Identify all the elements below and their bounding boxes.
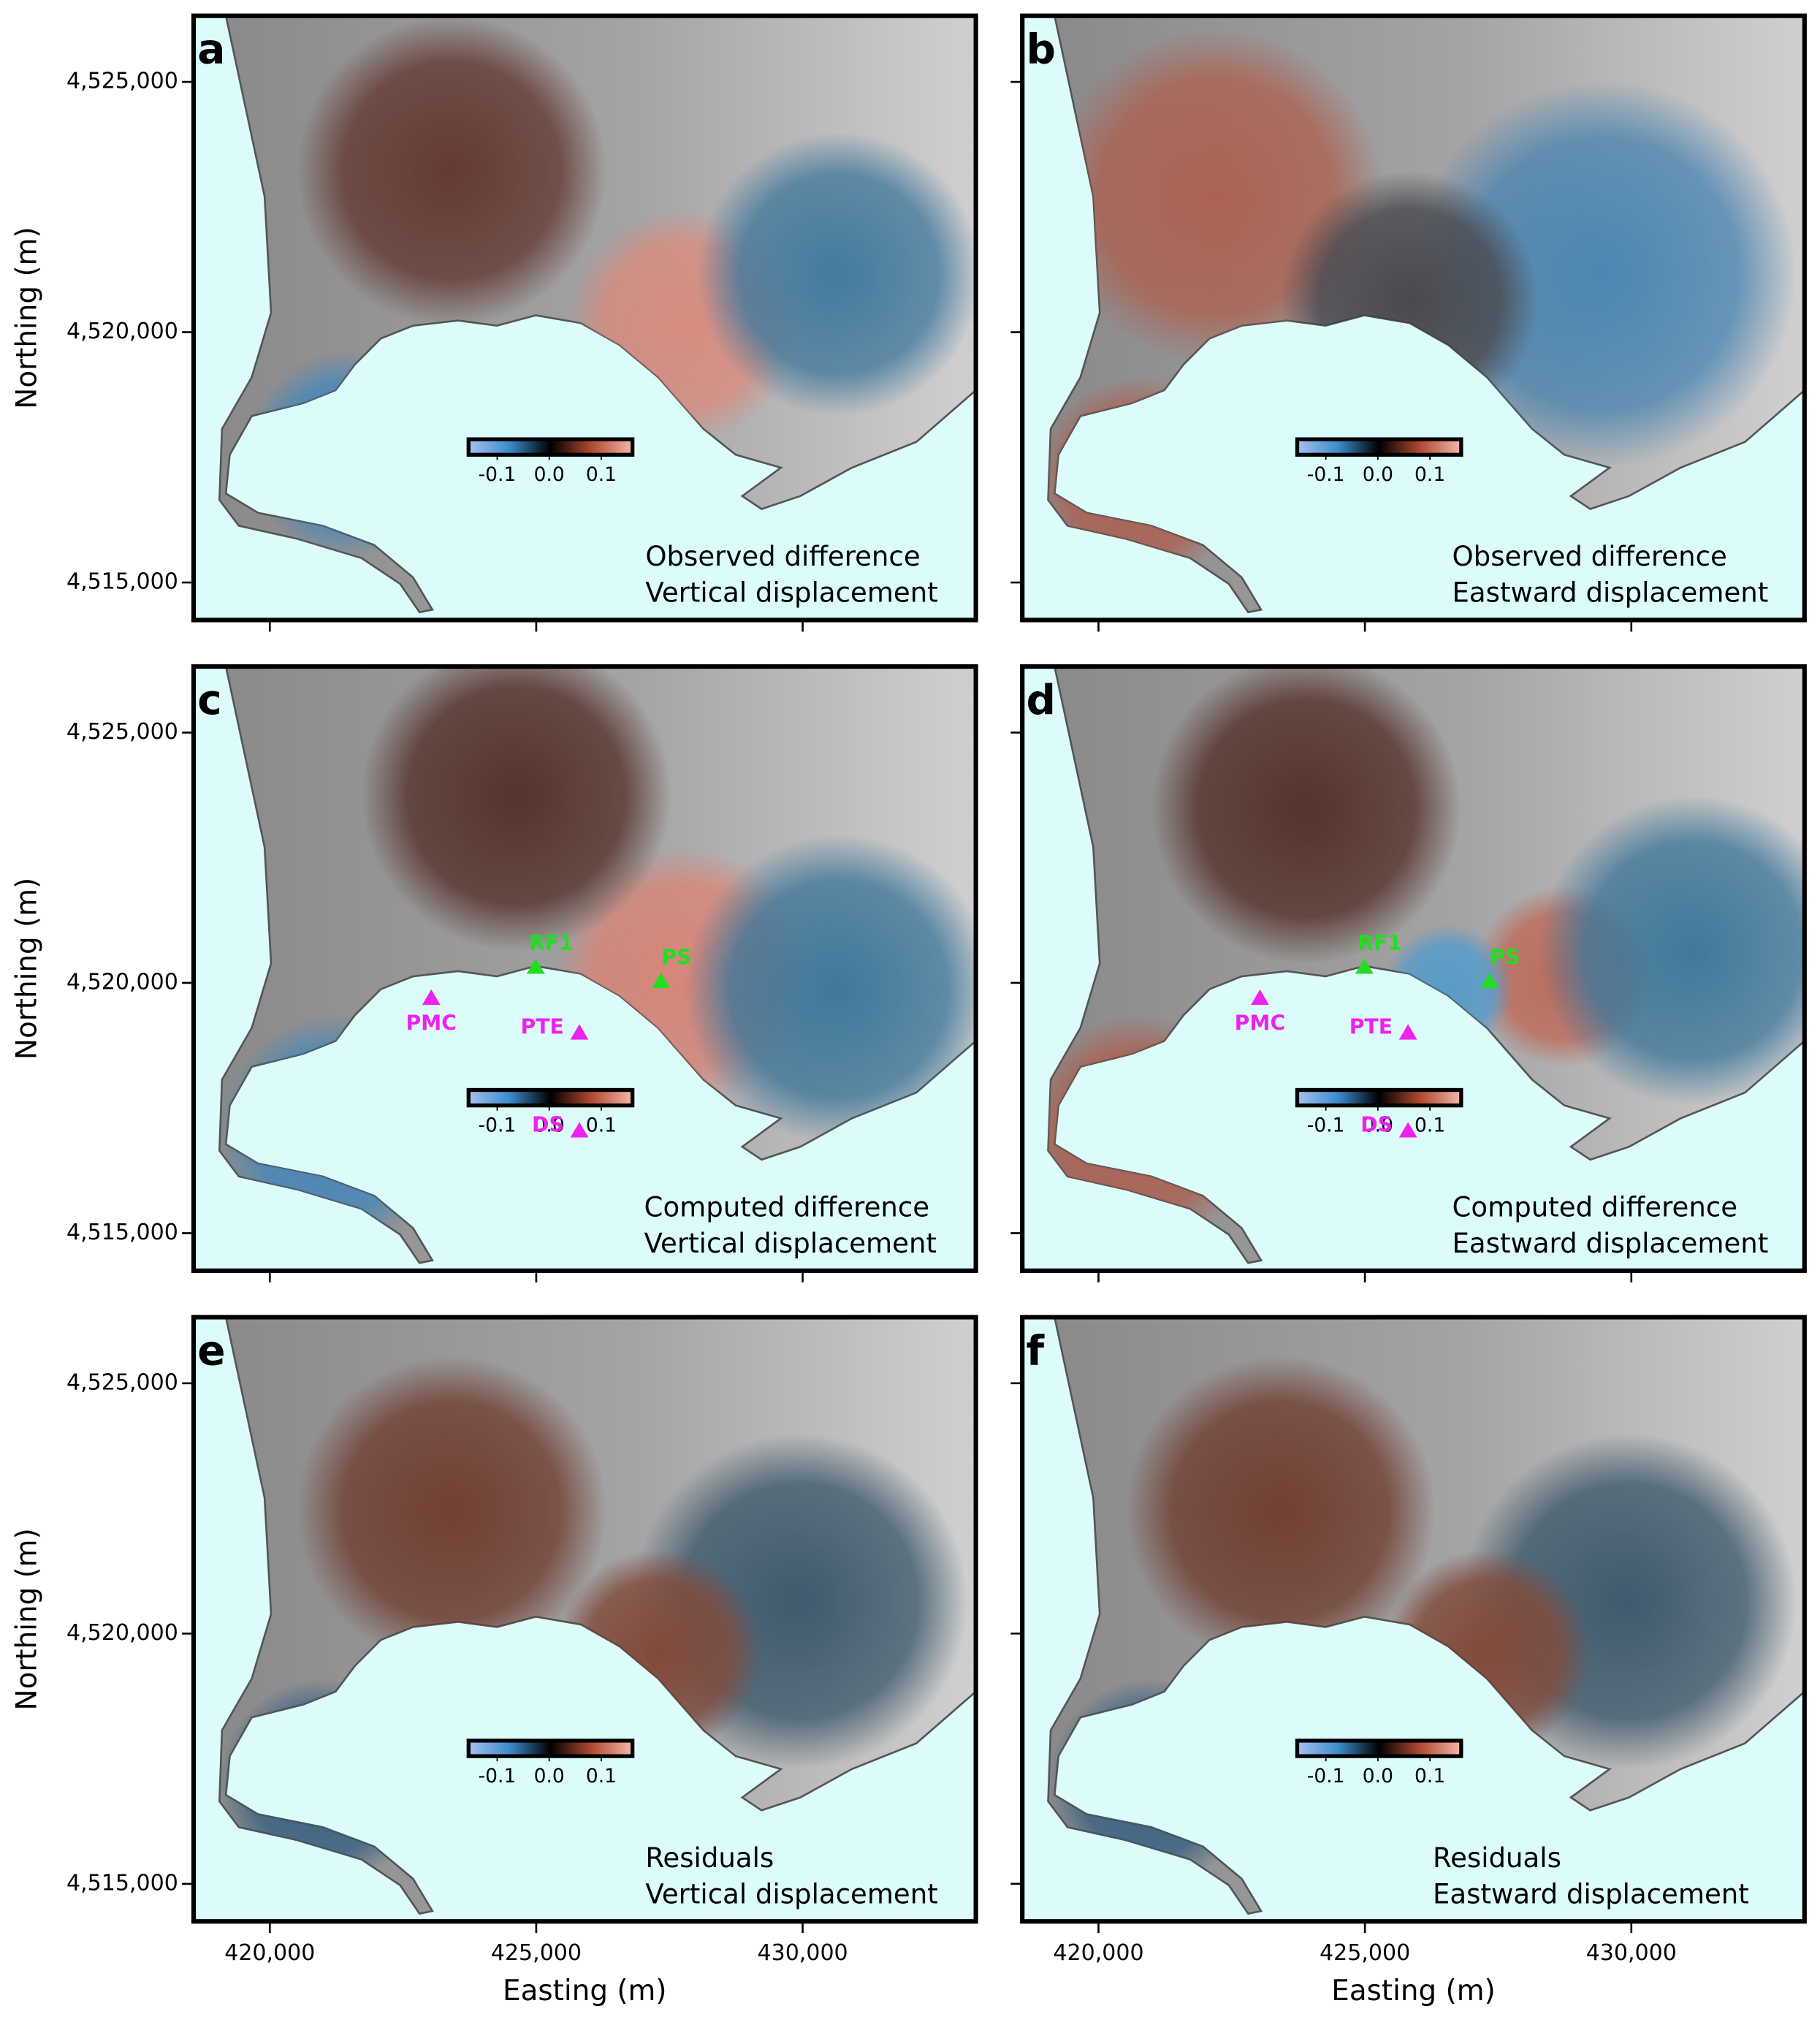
station-marker: [1355, 958, 1374, 974]
x-tick-label: 420,000: [1053, 1940, 1143, 1966]
panel: 420,000 425,000 430,000 Easting (m) f Residua…: [1010, 1315, 1807, 2007]
colorbar-tick-label: -0.1: [479, 1765, 517, 1787]
station-label: PS: [661, 945, 691, 969]
annotation: Computed difference: [1452, 1192, 1738, 1223]
panel-letter: a: [197, 26, 225, 74]
station-marker: [526, 958, 545, 974]
plot-frame: [191, 1315, 978, 1924]
y-tick-label: 4,525,000: [66, 1369, 178, 1395]
station-label: PMC: [405, 1011, 457, 1036]
plot-frame: [191, 13, 978, 623]
annotation: Residuals: [645, 1842, 774, 1874]
station-label: DS: [1360, 1113, 1393, 1137]
annotation: Residuals: [1433, 1842, 1561, 1874]
annotation: Vertical displacement: [645, 1878, 937, 1910]
panel: 4,515,000 4,520,000 4,525,000 Northing (m) c…: [10, 664, 978, 1283]
colorbar-tick-label: 0.1: [1415, 463, 1445, 486]
colorbar: [466, 437, 635, 457]
colorbar-tick-label: 0.0: [534, 1114, 565, 1136]
colorbar: [1295, 1739, 1463, 1758]
station-marker: [1480, 972, 1499, 989]
x-tick-label: 425,000: [491, 1940, 582, 1966]
colorbar-tick-label: 0.1: [1415, 1114, 1445, 1136]
station-label: RF1: [1358, 931, 1402, 955]
displacement-field: [1048, 29, 1797, 584]
station-label: PMC: [1235, 1011, 1286, 1036]
y-axis-label: Northing (m): [10, 1528, 43, 1710]
colorbar-tick-label: 0.0: [1363, 1765, 1393, 1787]
station-marker: [1398, 1122, 1417, 1138]
colorbar: [1295, 1087, 1463, 1108]
colorbar-tick-label: -0.1: [1307, 1765, 1345, 1787]
colorbar-tick-label: 0.0: [534, 1765, 565, 1787]
panel: d Computed difference Eastward displacemen…: [1010, 664, 1807, 1283]
colorbar-tick-label: 0.1: [1415, 1765, 1445, 1787]
annotation: Eastward displacement: [1452, 1228, 1769, 1259]
annotation: Eastward displacement: [1433, 1878, 1749, 1910]
colorbar-tick-label: 0.1: [586, 463, 617, 486]
annotation: Observed difference: [1452, 541, 1727, 572]
panel: b Observed difference Eastward displacemen…: [1010, 13, 1807, 632]
annotation: Eastward displacement: [1452, 577, 1769, 609]
annotation: Observed difference: [645, 541, 920, 572]
colorbar: [1295, 437, 1463, 457]
panel-letter: b: [1027, 26, 1056, 74]
y-tick-label: 4,520,000: [66, 1620, 178, 1646]
y-tick-label: 4,520,000: [66, 969, 178, 995]
station-marker: [1251, 989, 1269, 1006]
y-axis-label: Northing (m): [10, 878, 43, 1060]
annotation: Vertical displacement: [645, 577, 937, 609]
x-tick-label: 420,000: [224, 1940, 315, 1966]
colorbar-tick-label: -0.1: [479, 463, 517, 486]
station-label: PTE: [521, 1015, 564, 1039]
colorbar-tick-label: 0.0: [1363, 1114, 1393, 1136]
colorbar-tick-label: -0.1: [479, 1114, 517, 1136]
station-marker: [570, 1024, 589, 1040]
colorbar-tick-label: -0.1: [1307, 1114, 1345, 1136]
y-tick-label: 4,515,000: [66, 1220, 178, 1245]
colorbar: [466, 1087, 635, 1108]
x-axis-label: Easting (m): [1331, 1975, 1495, 2007]
station-label: RF1: [529, 931, 574, 955]
plot-frame: [1020, 1315, 1807, 1924]
station-marker: [422, 989, 441, 1006]
plot-frame: [191, 664, 978, 1273]
station-marker: [1398, 1024, 1417, 1040]
colorbar-tick-label: 0.0: [534, 463, 565, 486]
x-tick-label: 425,000: [1320, 1940, 1410, 1966]
colorbar-tick-label: 0.1: [586, 1765, 617, 1787]
plot-frame: [1020, 664, 1807, 1273]
annotation: Computed difference: [644, 1192, 930, 1223]
x-tick-label: 430,000: [1586, 1940, 1677, 1966]
station-label: DS: [532, 1113, 564, 1137]
x-axis-label: Easting (m): [503, 1975, 666, 2007]
panel-letter: f: [1027, 1328, 1046, 1375]
panel: 4,515,000 4,520,000 4,525,000 Northing (m) a…: [10, 13, 978, 632]
plot-frame: [1020, 13, 1807, 623]
colorbar-tick-label: -0.1: [1307, 463, 1345, 486]
panel-letter: d: [1027, 677, 1056, 724]
annotation: Vertical displacement: [644, 1228, 937, 1259]
x-tick-label: 430,000: [758, 1940, 848, 1966]
y-tick-label: 4,515,000: [66, 569, 178, 595]
y-tick-label: 4,515,000: [66, 1870, 178, 1896]
colorbar: [466, 1739, 635, 1758]
y-tick-label: 4,520,000: [66, 319, 178, 344]
station-label: PS: [1490, 945, 1520, 969]
colorbar-tick-label: 0.0: [1363, 463, 1393, 486]
panel-letter: e: [197, 1328, 225, 1375]
station-marker: [570, 1122, 589, 1138]
station-marker: [652, 972, 670, 989]
station-label: PTE: [1349, 1015, 1393, 1039]
colorbar-tick-label: 0.1: [586, 1114, 617, 1136]
panel-letter: c: [197, 677, 222, 724]
y-axis-label: Northing (m): [10, 227, 43, 409]
y-tick-label: 4,525,000: [66, 719, 178, 745]
panel: 420,000 425,000 430,000 4,515,000 4,520,000 4…: [10, 1315, 978, 2007]
y-tick-label: 4,525,000: [66, 69, 178, 94]
